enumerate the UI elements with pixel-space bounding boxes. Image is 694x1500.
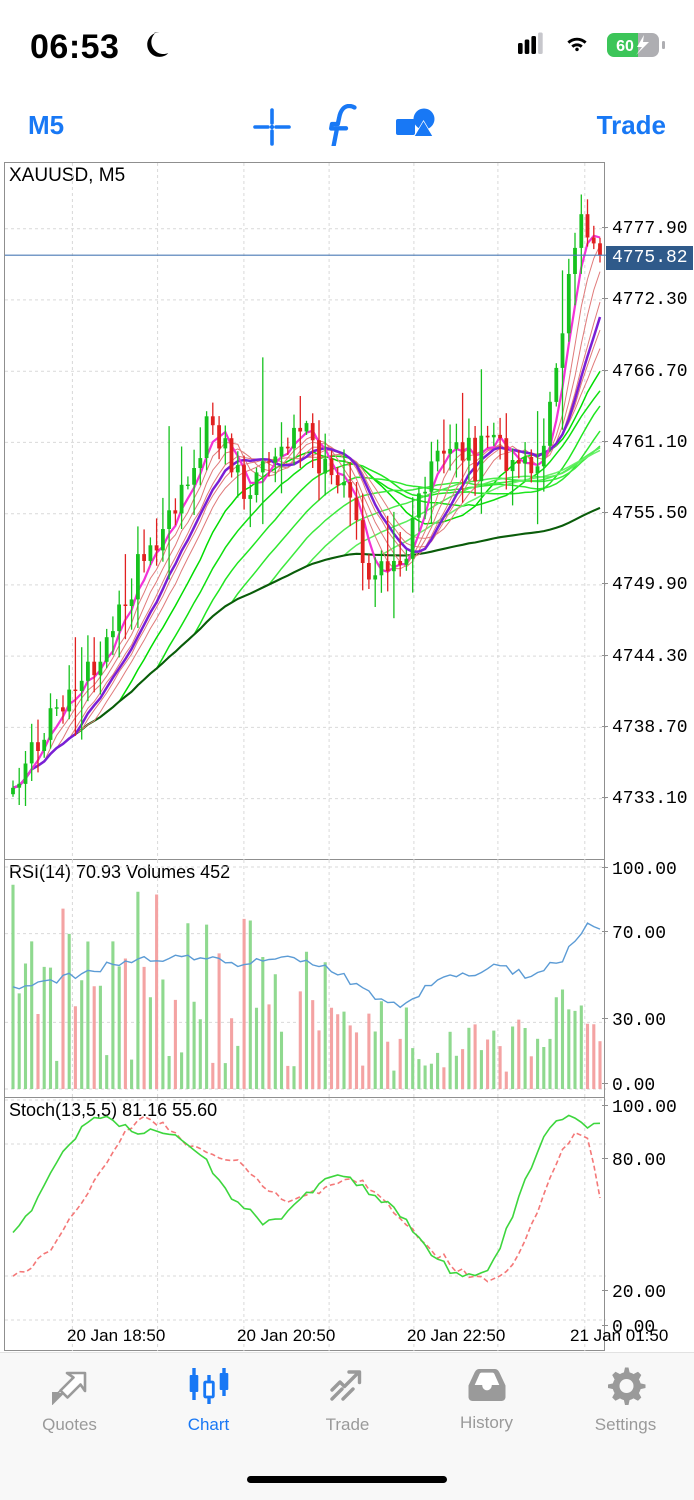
svg-text:60: 60 (616, 38, 634, 55)
